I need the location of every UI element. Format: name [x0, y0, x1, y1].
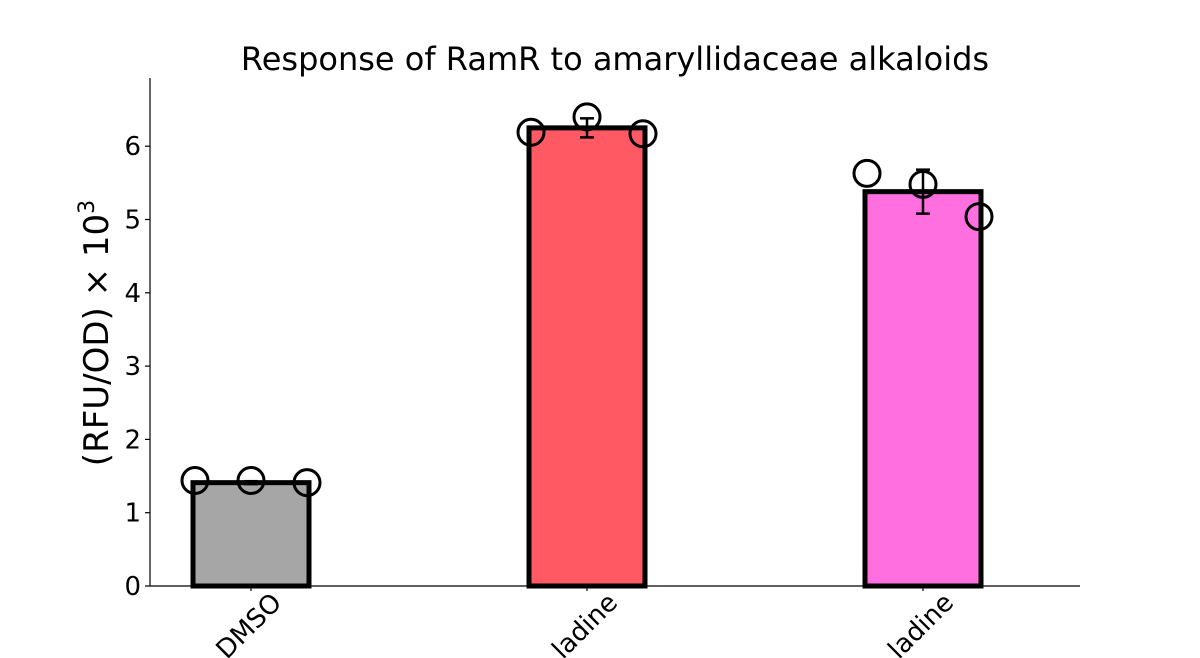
bar-1 — [190, 480, 312, 589]
y-tick-label: 2 — [124, 425, 141, 455]
data-point-1-1 — [180, 465, 210, 495]
y-tick-label: 0 — [124, 572, 141, 602]
y-tick-label: 5 — [124, 206, 141, 236]
error-bars-layer — [244, 117, 930, 486]
error-bar-3 — [916, 168, 930, 215]
data-point-3-3 — [964, 202, 994, 232]
data-point-3-2 — [908, 169, 938, 199]
y-ticks: 0 1 2 3 4 5 6 — [124, 132, 150, 602]
bars-layer — [190, 125, 984, 589]
data-point-1-3 — [292, 468, 322, 498]
data-point-2-3 — [628, 119, 658, 149]
data-point-3-1 — [852, 158, 882, 188]
y-tick-label: 3 — [124, 352, 141, 382]
y-tick-label: 6 — [124, 132, 141, 162]
data-point-2-2 — [572, 102, 602, 132]
y-tick-label: 4 — [124, 279, 141, 309]
x-ticks: DMSO ...ladine ...ladine — [211, 586, 960, 658]
data-point-2-1 — [516, 117, 546, 147]
bar-2 — [526, 125, 648, 589]
y-axis-label-exponent: 3 — [75, 200, 100, 214]
svg-text:(RFU/OD) × 103: (RFU/OD) × 103 — [75, 200, 117, 466]
error-bar-1 — [244, 479, 258, 486]
x-tick-label: ...ladine — [529, 588, 624, 658]
error-bar-2 — [580, 117, 594, 139]
data-point-1-2 — [236, 465, 266, 495]
y-axis-label: (RFU/OD) × 103 — [75, 200, 117, 466]
x-tick-label: DMSO — [211, 588, 288, 658]
y-tick-label: 1 — [124, 499, 141, 529]
chart-title: Response of RamR to amaryllidaceae alkal… — [241, 40, 989, 78]
bar-3 — [862, 189, 984, 589]
y-axis-label-text: (RFU/OD) × 10 — [77, 214, 117, 466]
x-tick-label: ...ladine — [865, 588, 960, 658]
points-layer — [180, 102, 994, 498]
